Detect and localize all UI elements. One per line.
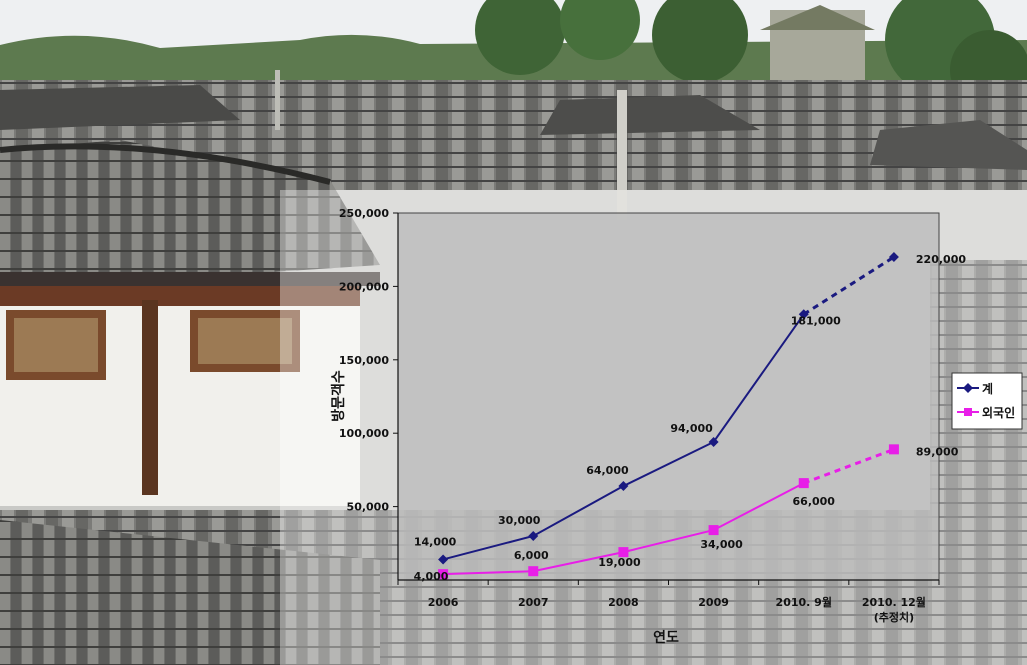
x-tick-label: 2006 (428, 596, 459, 609)
data-point (798, 478, 809, 489)
y-ticks: 250,000 200,000 150,000 100,000 50,000 (339, 207, 398, 514)
x-tick-label: 2009 (698, 596, 729, 609)
data-label: 66,000 (793, 495, 836, 508)
data-label: 64,000 (586, 464, 629, 477)
legend: 계 외국인 (951, 372, 1023, 430)
x-tick-label: 2008 (608, 596, 639, 609)
data-point (438, 569, 449, 580)
data-point (798, 309, 809, 320)
y-axis-title: 방문객수 (330, 370, 347, 422)
data-point (618, 481, 629, 492)
data-label: 89,000 (916, 445, 959, 458)
y-tick-label: 100,000 (339, 427, 389, 440)
y-tick-label: 200,000 (339, 280, 389, 293)
data-point (708, 525, 719, 536)
series-projection-1 (803, 447, 895, 485)
data-label: 19,000 (598, 556, 641, 569)
y-tick-label: 150,000 (339, 354, 389, 367)
x-tick-label: 2010. 12월 (862, 595, 926, 609)
series-layer: 14,000 30,000 64,000 94,000 181,000 220,000 4,… (414, 252, 966, 583)
x-axis-title: 연도 (653, 630, 679, 646)
data-label: 6,000 (514, 549, 549, 562)
data-label: 181,000 (791, 314, 841, 327)
y-tick-label: 250,000 (339, 207, 389, 220)
legend-label-total: 계 (982, 381, 993, 396)
legend-marker-total (963, 383, 973, 393)
data-point (528, 530, 539, 541)
plot-area (397, 212, 940, 581)
series-projection-0 (802, 255, 895, 316)
data-label: 220,000 (916, 253, 966, 266)
x-tick-sublabel: (추정치) (874, 610, 914, 624)
data-label: 4,000 (414, 570, 449, 583)
data-label: 94,000 (670, 422, 713, 435)
legend-label-foreign: 외국인 (982, 405, 1015, 420)
x-tick-label: 2007 (518, 596, 549, 609)
data-point (438, 554, 449, 565)
y-tick-label: 50,000 (347, 501, 390, 514)
x-ticks: 2006 2007 2008 2009 2010. 9월 2010. 12월(추정치) (397, 580, 940, 624)
x-tick-label: 2010. 9월 (776, 595, 832, 609)
data-label: 14,000 (414, 535, 457, 548)
data-label: 30,000 (498, 514, 541, 527)
data-point (708, 437, 719, 448)
data-point (888, 444, 899, 455)
data-point (618, 547, 629, 558)
data-label: 34,000 (700, 538, 743, 551)
data-point (888, 252, 899, 263)
data-point (528, 566, 539, 577)
legend-marker-foreign (964, 408, 972, 416)
legend-box (951, 372, 1023, 430)
